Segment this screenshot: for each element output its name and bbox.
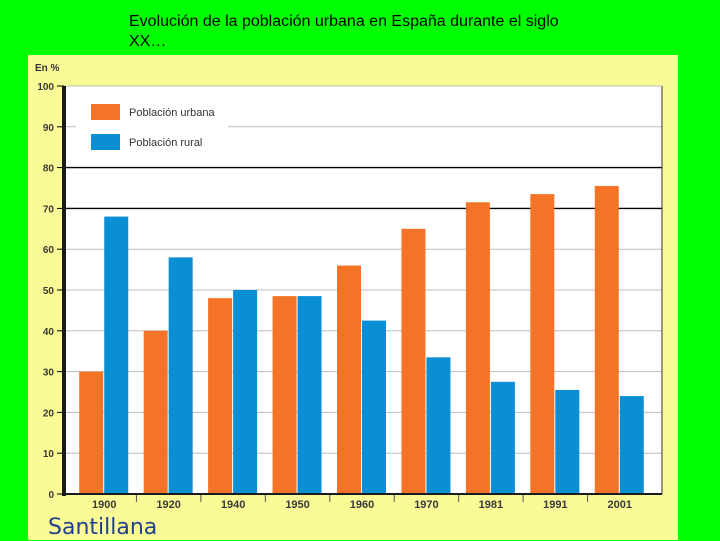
y-tick-label: 40	[43, 327, 55, 338]
bar-urbana-1950	[272, 296, 297, 494]
y-tick-label: 100	[37, 82, 54, 93]
x-tick-label: 1981	[479, 499, 503, 511]
bar-rural-1981	[490, 381, 515, 494]
y-tick-label: 70	[43, 204, 55, 215]
bar-rural-1940	[233, 290, 258, 494]
publisher-logo-text: Santillana	[48, 515, 158, 540]
x-tick-label: 1950	[285, 499, 309, 511]
y-tick-label: 0	[48, 490, 54, 501]
bar-urbana-1981	[465, 202, 490, 494]
y-tick-label: 90	[43, 123, 55, 134]
bar-rural-2001	[619, 396, 644, 494]
y-tick-label: 50	[43, 286, 55, 297]
y-tick-label: 60	[43, 245, 55, 256]
x-tick-label: 2001	[608, 499, 632, 511]
bar-rural-1991	[555, 389, 580, 494]
bar-rural-1950	[297, 296, 322, 494]
bars	[79, 185, 644, 495]
y-axis-title: En %	[35, 63, 60, 74]
x-tick-label: 1960	[350, 499, 374, 511]
y-tick-label: 10	[43, 449, 55, 460]
bar-urbana-2001	[594, 185, 619, 494]
x-tick-label: 1970	[414, 499, 438, 511]
bar-rural-1900	[104, 216, 129, 494]
bar-urbana-1960	[337, 265, 361, 494]
bar-urbana-1900	[79, 371, 104, 494]
bar-urbana-1920	[143, 330, 168, 494]
bar-urbana-1970	[401, 228, 426, 495]
legend: Población urbana Población rural	[76, 94, 228, 156]
y-tick-label: 80	[43, 164, 55, 175]
legend-label: Población rural	[129, 137, 202, 149]
x-tick-label: 1920	[156, 499, 180, 511]
bar-rural-1960	[362, 320, 386, 494]
y-tick-label: 30	[43, 368, 55, 379]
bar-urbana-1940	[208, 298, 233, 494]
x-tick-label: 1991	[543, 499, 567, 511]
y-tick-label: 20	[43, 408, 55, 419]
bar-rural-1920	[168, 257, 193, 494]
legend-label: Población urbana	[129, 107, 216, 119]
slide-title: Evolución de la población urbana en Espa…	[129, 13, 559, 50]
x-tick-label: 1900	[92, 499, 116, 511]
bar-rural-1970	[426, 357, 451, 494]
legend-swatch-rural	[91, 134, 120, 150]
legend-swatch-urbana	[91, 104, 120, 120]
x-tick-label: 1940	[221, 499, 245, 511]
axes: 0 10 20 30 40 50 60 70 80 90 100 1900 1920 1940 1950 19…	[37, 82, 663, 511]
bar-urbana-1991	[530, 194, 555, 494]
